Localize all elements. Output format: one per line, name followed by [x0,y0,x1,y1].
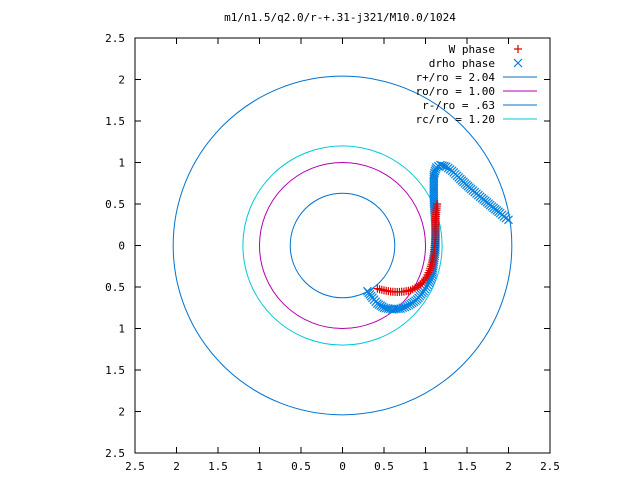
drho-phase-marker [429,178,439,188]
x-tick-label: 0.5 [291,460,311,473]
drho-phase-marker [385,304,395,314]
y-tick-label: 2.5 [105,32,125,45]
drho-phase-marker [429,189,439,199]
y-tick-label: 1.5 [105,364,125,377]
circle-line [172,75,513,416]
legend-label: rc/ro = 1.20 [416,113,495,126]
w-phase-marker [420,274,429,283]
reference-circles [172,75,513,416]
drho-phase-marker [429,185,439,194]
x-tick-label: 2.5 [540,460,560,473]
legend-label: r-/ro = .63 [422,99,495,112]
legend-cross-key [513,58,523,68]
w-phase-marker [433,200,442,208]
drho-phase-marker [429,180,439,190]
x-tick-label: 1.5 [208,460,228,473]
x-tick-label: 1.5 [457,460,477,473]
drho-phase-marker [429,193,439,203]
drho-phase-marker [429,187,439,196]
x-tick-label: 0.5 [374,460,394,473]
drho-phase-marker [429,176,439,186]
drho-phase-marker [504,215,513,225]
drho-phase-marker [429,182,439,192]
y-tick-label: 1 [118,323,125,336]
y-tick-label: 0 [118,240,125,253]
legend-label: W phase [449,43,495,56]
legend-label: r+/ro = 2.04 [416,71,496,84]
y-tick-label: 0.5 [105,281,125,294]
x-tick-label: 2.5 [125,460,145,473]
x-tick-label: 0 [339,460,346,473]
x-tick-label: 2 [173,460,180,473]
legend-label: drho phase [429,57,495,70]
legend-plus-key [514,45,522,53]
axis-ticks: 2.5 2 1.5 1 0.5 0 0.5 1 1.5 2 2.52.521.510.500.511… [105,32,560,473]
y-tick-label: 2.5 [105,447,125,460]
circle-line [289,192,396,299]
y-tick-label: 1.5 [105,115,125,128]
y-tick-label: 1 [118,157,125,170]
drho-phase-marker [429,191,439,201]
x-tick-label: 1 [422,460,429,473]
x-tick-label: 1 [256,460,263,473]
y-tick-label: 0.5 [105,198,125,211]
chart-title: m1/n1.5/q2.0/r-+.31-j321/M10.0/1024 [224,11,456,24]
phase-points [362,160,513,314]
x-tick-label: 2 [505,460,512,473]
legend-label: ro/ro = 1.00 [416,85,495,98]
circle-line [259,162,426,329]
circle-line [242,145,443,346]
y-tick-label: 2 [118,406,125,419]
y-tick-label: 2 [118,74,125,87]
